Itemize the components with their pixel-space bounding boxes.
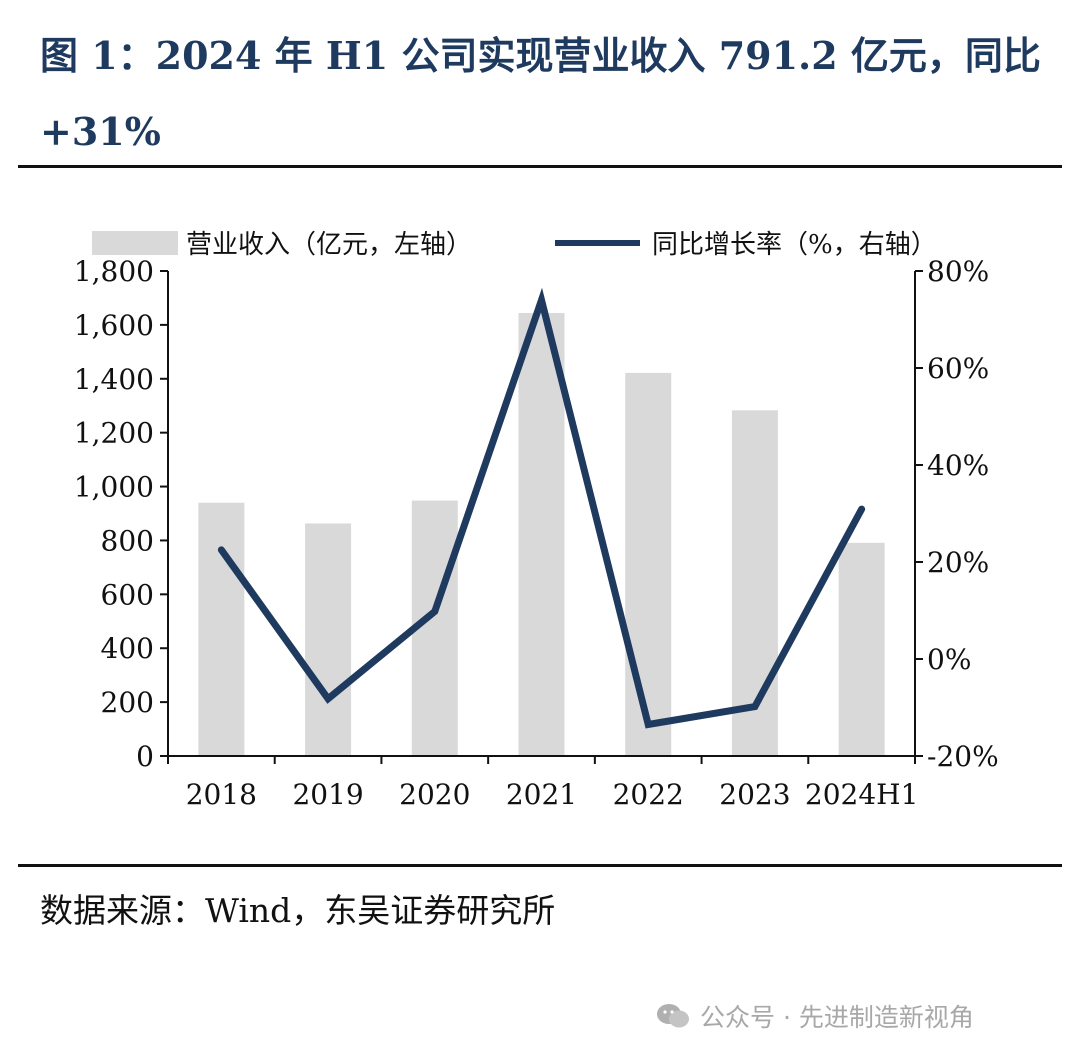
right-tick-label: 40% xyxy=(927,449,989,482)
left-tick-label: 800 xyxy=(101,524,154,557)
left-tick-label: 1,200 xyxy=(74,417,154,450)
left-tick-label: 200 xyxy=(101,686,154,719)
x-tick-label: 2021 xyxy=(506,778,577,811)
right-tick-label: 60% xyxy=(927,352,989,385)
left-tick-label: 1,600 xyxy=(74,309,154,342)
left-tick-label: 1,000 xyxy=(74,471,154,504)
x-tick-label: 2019 xyxy=(292,778,363,811)
growth-rate-line xyxy=(217,287,866,729)
right-tick-label: 80% xyxy=(927,255,989,288)
top-rule xyxy=(18,165,1062,168)
chart-title: 图 1：2024 年 H1 公司实现营业收入 791.2 亿元，同比+31% xyxy=(40,33,1041,154)
revenue-bar-2022 xyxy=(625,372,672,756)
right-tick-label: 0% xyxy=(927,643,971,676)
bottom-rule xyxy=(18,864,1062,867)
x-tick-label: 2024H1 xyxy=(805,778,919,811)
left-tick-label: 1,400 xyxy=(74,363,154,396)
x-tick-label: 2023 xyxy=(719,778,790,811)
revenue-bar-2021 xyxy=(518,313,565,756)
legend-swatch-revenue xyxy=(92,231,178,255)
right-tick-label: 20% xyxy=(927,546,989,579)
left-tick-label: 600 xyxy=(101,578,154,611)
revenue-bar-2019 xyxy=(305,523,352,756)
data-source-note: 数据来源：Wind，东吴证券研究所 xyxy=(40,891,556,930)
x-tick-label: 2020 xyxy=(399,778,470,811)
left-tick-label: 1,800 xyxy=(74,255,154,288)
watermark-text: 公众号 · 先进制造新视角 xyxy=(700,1003,974,1032)
wechat-icon xyxy=(657,1004,689,1028)
revenue-bar-2018 xyxy=(198,502,245,756)
watermark: 公众号 · 先进制造新视角 xyxy=(656,998,974,1034)
right-tick-label: -20% xyxy=(927,740,999,773)
legend-label-growth: 同比增长率（%，右轴） xyxy=(652,230,937,260)
x-tick-label: 2022 xyxy=(613,778,684,811)
revenue-bar-2024H1 xyxy=(838,542,885,756)
left-tick-label: 400 xyxy=(101,632,154,665)
revenue-bar-2023 xyxy=(731,410,778,756)
x-tick-label: 2018 xyxy=(186,778,257,811)
legend-label-revenue: 营业收入（亿元，左轴） xyxy=(186,230,472,260)
left-tick-label: 0 xyxy=(136,740,154,773)
revenue-growth-chart: 0 200 400 600 800 1,000 1,200 1,400 1,600 1,800 -2… xyxy=(74,230,999,811)
